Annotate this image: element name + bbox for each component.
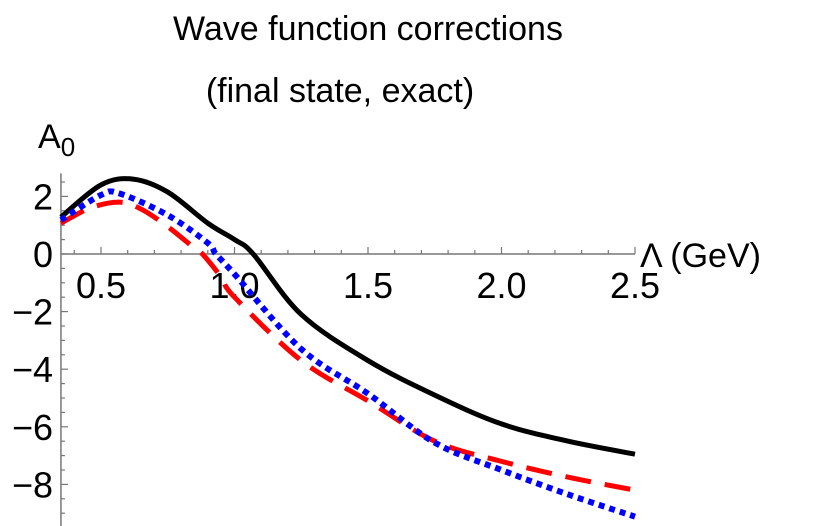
x-axis-label: Λ (GeV) xyxy=(640,237,761,275)
y-axis-label-main: A xyxy=(38,118,61,156)
y-tick-label: −8 xyxy=(12,464,53,505)
x-tick-label: 0.5 xyxy=(76,265,126,306)
series-line-solid xyxy=(59,176,636,457)
series-line-dashed xyxy=(59,199,636,493)
chart-subtitle: (final state, exact) xyxy=(206,72,474,110)
series-line-dotted xyxy=(59,188,636,520)
chart-title: Wave function corrections xyxy=(173,10,563,48)
y-axis-label: A0 xyxy=(38,118,75,162)
y-axis-label-subscript: 0 xyxy=(61,132,75,162)
x-tick-label: 2.0 xyxy=(476,265,526,306)
y-tick-label: 2 xyxy=(33,176,53,217)
axes: 0.5 1.0 1.5 2.0 2.520−2−4−6−8 xyxy=(12,173,660,526)
y-tick-label: −2 xyxy=(12,292,53,333)
x-tick-label: 2.5 xyxy=(610,265,660,306)
x-tick-label: 1.5 xyxy=(343,265,393,306)
series-group xyxy=(59,176,636,520)
y-tick-label: −6 xyxy=(12,407,53,448)
y-tick-label: 0 xyxy=(33,234,53,275)
y-tick-label: −4 xyxy=(12,349,53,390)
